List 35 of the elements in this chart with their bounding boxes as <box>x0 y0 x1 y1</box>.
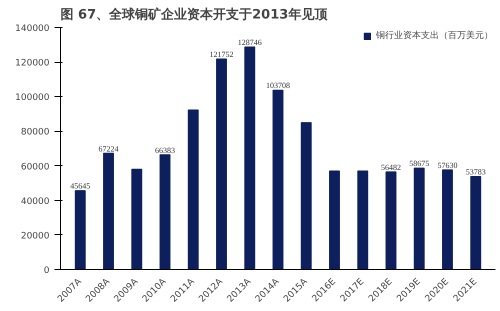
data-label: 45645 <box>70 182 90 191</box>
data-label: 66383 <box>155 146 176 155</box>
bar <box>188 109 199 270</box>
data-label: 67224 <box>98 144 119 154</box>
bar <box>329 170 340 270</box>
y-tick-label: 20000 <box>20 231 50 242</box>
bar <box>131 168 142 270</box>
data-label: 53783 <box>466 168 486 177</box>
bar <box>470 176 482 270</box>
bar <box>414 168 425 270</box>
data-label: 58675 <box>409 159 430 168</box>
data-label: 56482 <box>380 162 401 172</box>
y-tick-label: 120000 <box>15 58 50 69</box>
data-label: 121752 <box>210 50 234 60</box>
y-tick-label: 80000 <box>20 128 50 138</box>
bar <box>300 122 312 270</box>
bar <box>244 46 256 270</box>
data-label: 57630 <box>437 160 458 170</box>
data-label: 128746 <box>238 38 262 47</box>
y-tick-label: 100000 <box>15 93 50 104</box>
bar <box>216 58 227 270</box>
bar <box>442 169 453 270</box>
legend-label: 铜行业资本支出（百万美元） <box>376 30 493 42</box>
chart-title: 图 67、全球铜矿企业资本开支于2013年见顶 <box>60 6 328 22</box>
bar <box>272 90 284 270</box>
y-tick-label: 0 <box>44 266 50 276</box>
bar <box>386 171 396 270</box>
y-tick-label: 140000 <box>15 24 50 34</box>
bar <box>74 190 86 270</box>
y-tick-label: 60000 <box>20 162 50 172</box>
bar <box>103 152 114 270</box>
bar <box>160 154 170 270</box>
bar <box>357 170 368 270</box>
data-label: 103708 <box>266 81 290 90</box>
y-tick-label: 40000 <box>20 196 50 207</box>
